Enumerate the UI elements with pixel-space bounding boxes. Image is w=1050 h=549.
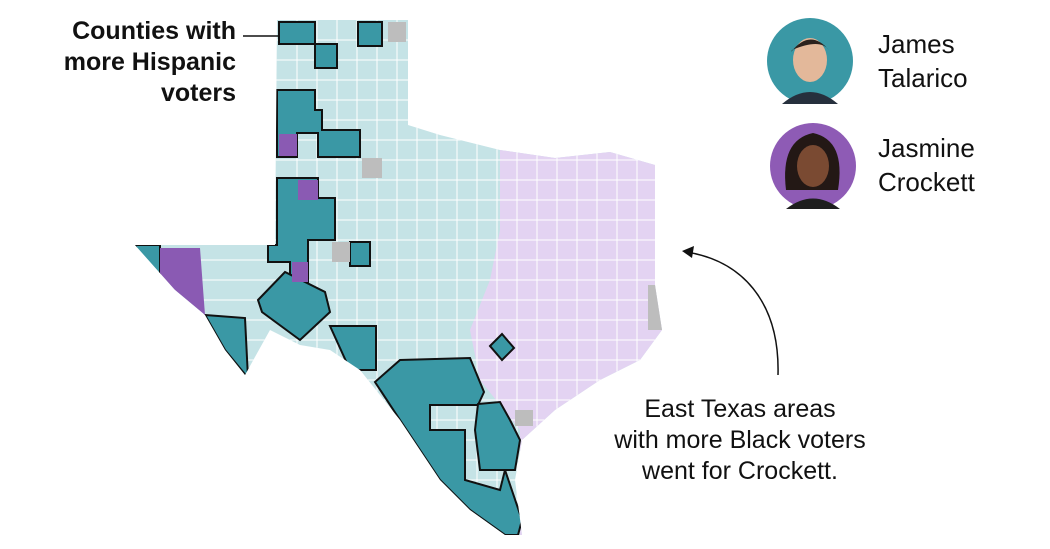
candidate-name: Jasmine Crockett bbox=[878, 133, 975, 197]
annotation-line: East Texas areas bbox=[644, 395, 836, 423]
county-grid bbox=[135, 20, 662, 535]
arrow-head bbox=[682, 246, 694, 258]
candidate-name: James Talarico bbox=[878, 29, 968, 93]
portrait-crockett bbox=[770, 123, 856, 209]
annotation-line: voters bbox=[160, 79, 236, 107]
hispanic-annotation: Counties with more Hispanic voters bbox=[20, 16, 236, 109]
hispanic-counties bbox=[135, 21, 524, 535]
annotation-line: went for Crockett. bbox=[642, 457, 838, 485]
arrow bbox=[685, 251, 779, 376]
east-texas-annotation: East Texas areas with more Black voters … bbox=[580, 394, 900, 487]
annotation-line: more Hispanic bbox=[63, 48, 236, 76]
annotation-line: with more Black voters bbox=[614, 426, 866, 454]
portrait-talarico bbox=[767, 18, 853, 104]
crockett-west bbox=[160, 134, 318, 315]
annotation-line: Counties with bbox=[72, 17, 236, 45]
